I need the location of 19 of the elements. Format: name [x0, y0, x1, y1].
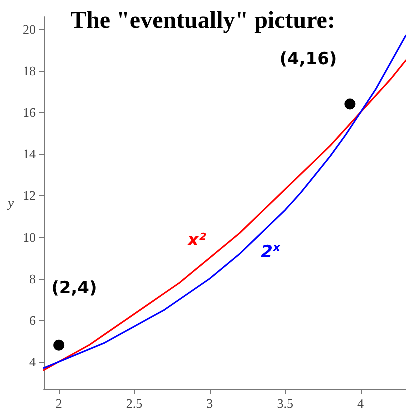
- annotation: (2,4): [52, 278, 98, 298]
- x-tick-label: 2: [56, 396, 62, 411]
- chart-title: The "eventually" picture:: [70, 8, 336, 34]
- y-tick-label: 6: [30, 312, 36, 328]
- x-tick-label: 3: [206, 396, 214, 411]
- y-tick-label: 4: [30, 354, 36, 370]
- y-tick-label: 12: [23, 188, 36, 204]
- y-tick-label: 20: [23, 22, 36, 37]
- annotation: (4,16): [280, 49, 338, 70]
- x-tick-label: 4: [358, 396, 364, 411]
- y-tick-label: 8: [30, 271, 36, 286]
- y-tick-label: 16: [23, 105, 36, 120]
- y-tick-label: 18: [23, 64, 36, 79]
- y-tick-label: 10: [23, 230, 36, 245]
- x-tick-label: 2.5: [126, 396, 143, 411]
- series-label: x²: [186, 230, 207, 251]
- y-axis-title: y: [6, 196, 14, 210]
- x-tick-label: 3.5: [277, 396, 294, 411]
- y-tick-label: 14: [23, 146, 36, 162]
